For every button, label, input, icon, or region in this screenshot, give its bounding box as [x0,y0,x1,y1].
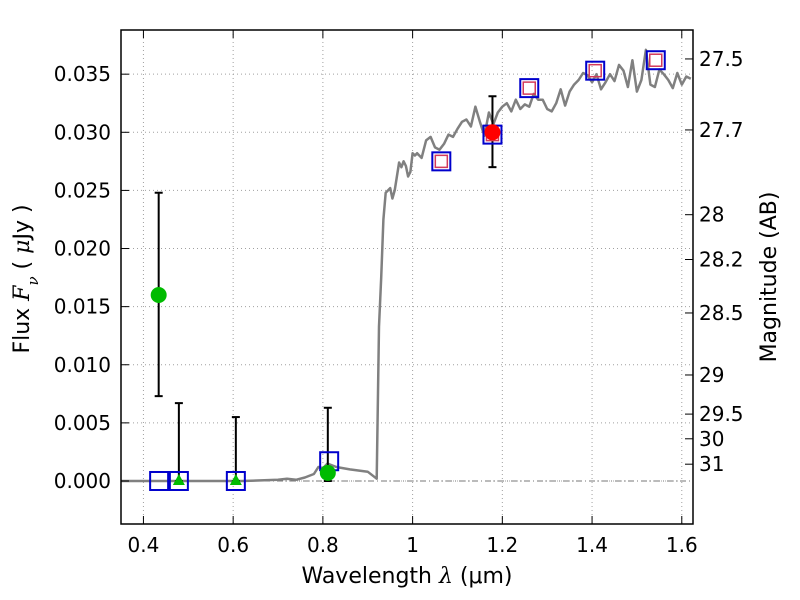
y-tick-label: 0.020 [54,237,111,261]
ticks: 0.4 0.6 0.8 1 1.2 1.4 1.6 0.000 0.005 0.010 0.015 0… [54,30,744,557]
y-tick-label: 0.005 [54,411,111,435]
plot-frame [120,29,694,525]
y-tick-label: 0.000 [54,469,111,493]
model-square-inner [434,154,449,169]
mag-tick-label: 28.2 [699,247,744,271]
x-axis-label: Wavelength λ (μm) [301,564,512,589]
mag-tick-label: 28.5 [699,301,744,325]
y-tick-label: 0.015 [54,295,111,319]
detection-point [484,124,501,141]
x-tick-label: 0.8 [307,533,339,557]
y-tick-label: 0.010 [54,353,111,377]
model-square-inner [588,63,602,78]
model-square-point [585,60,606,81]
model-square-point [519,78,540,99]
model-square-point [225,470,246,491]
model-square-inner [522,81,537,95]
x-tick-label: 1 [406,533,419,557]
y-tick-label: 0.025 [54,178,111,202]
model-square-point [645,50,666,71]
plot-area [121,48,692,491]
series-group [121,48,692,491]
mag-tick-label: 31 [699,452,724,476]
mag-tick-label: 30 [699,427,724,451]
y-tick-label: 0.035 [54,62,111,86]
x-tick-label: 0.4 [128,533,160,557]
nondetection-triangle-point [229,473,242,485]
y-tick-label: 0.030 [54,120,111,144]
model-square-point [168,470,189,491]
mag-tick-label: 29.5 [699,402,744,426]
x-tick-label: 0.6 [217,533,249,557]
nondetection-circle-point [319,464,336,481]
mag-tick-label: 27.5 [699,47,744,71]
x-tick-label: 1.4 [576,533,608,557]
magnitude-axis-label: Magnitude (AB) [757,192,782,363]
model-square-point [431,151,452,172]
model-square-inner [649,53,663,67]
x-tick-label: 1.6 [666,533,698,557]
x-tick-label: 1.2 [486,533,518,557]
mag-tick-label: 27.7 [699,118,744,142]
mag-tick-label: 29 [699,363,724,387]
mag-tick-label: 28 [699,203,724,227]
y-axis-label: Flux Fν ( μJy ) [10,204,42,353]
nondetection-triangle-point [172,473,185,485]
nondetection-circle-point [150,287,167,304]
model-square-point [149,470,170,491]
